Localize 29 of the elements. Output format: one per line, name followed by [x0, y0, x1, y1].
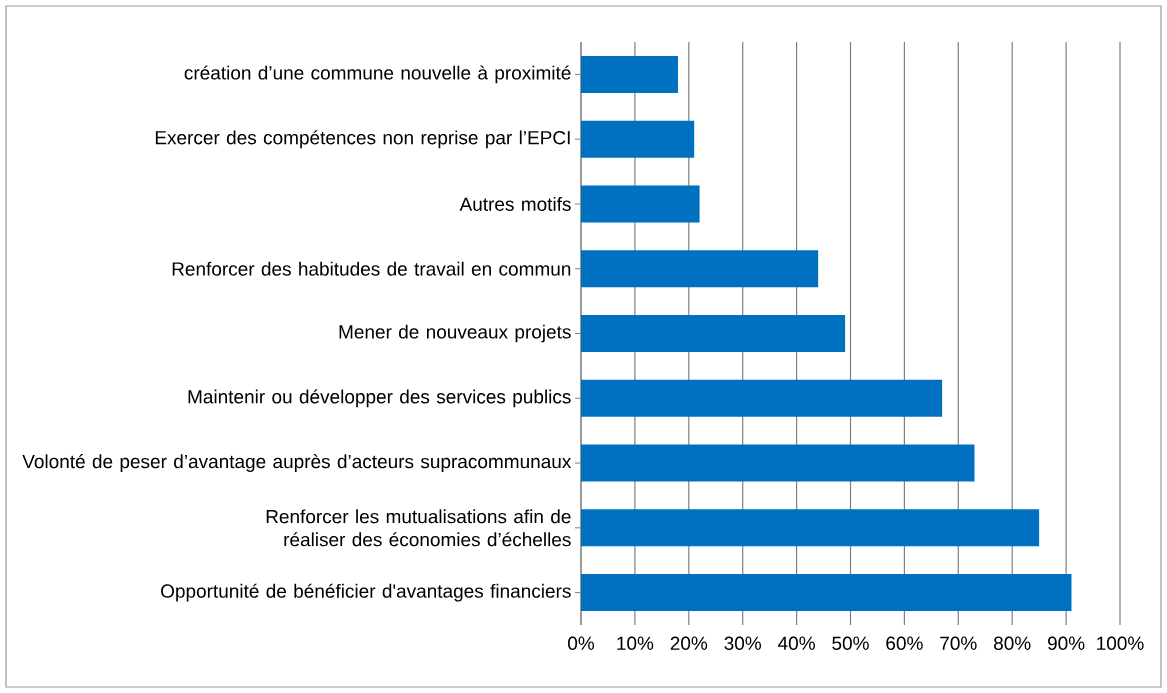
- y-tick-label: Renforcer les mutualisations afin de réaliser des économies d’échelles: [266, 509, 571, 547]
- y-tick-label: Autres motifs: [459, 196, 571, 211]
- bar: [581, 444, 975, 482]
- bar: [581, 379, 943, 417]
- y-tick-label: Mener de nouveaux projets: [339, 324, 571, 343]
- y-tick-label: Exercer des compétences non reprise par l’EPCI: [155, 130, 570, 149]
- bar: [581, 185, 700, 223]
- y-tick-label: Renforcer des habitudes de travail en commun: [172, 261, 571, 276]
- bar: [581, 55, 679, 93]
- x-tick-label: 20%: [670, 636, 708, 650]
- x-tick-label: 90%: [1047, 636, 1085, 650]
- bar: [581, 120, 695, 158]
- x-tick-label: 50%: [832, 636, 869, 650]
- x-tick-label: 80%: [994, 636, 1031, 650]
- y-tick-label: Opportunité de bénéficier d'avantages financiers: [161, 583, 571, 602]
- x-tick-label: 10%: [617, 636, 654, 650]
- x-tick-label: 0%: [568, 636, 595, 650]
- x-tick-label: 30%: [724, 636, 762, 650]
- bar: [581, 250, 819, 288]
- y-tick-label: Maintenir ou développer des services publics: [188, 389, 571, 408]
- bar: [581, 315, 846, 352]
- x-tick-label: 60%: [886, 636, 923, 650]
- y-tick-label: Volonté de peser d’avantage auprès d’acteurs supracommunaux: [22, 454, 572, 473]
- bar: [581, 574, 1072, 612]
- bar: [581, 509, 1040, 547]
- x-tick-label: 70%: [940, 636, 977, 650]
- x-tick-label: 40%: [778, 636, 815, 650]
- y-tick-label: création d’une commune nouvelle à proximité: [184, 65, 571, 84]
- x-tick-label: 100%: [1097, 636, 1144, 650]
